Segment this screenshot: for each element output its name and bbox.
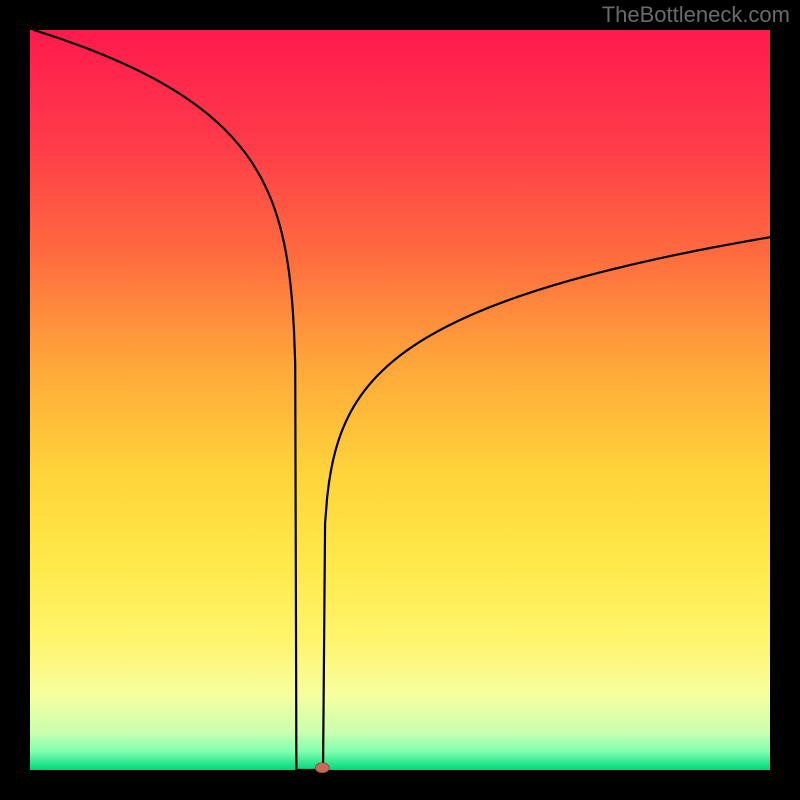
- optimal-marker: [315, 763, 329, 773]
- plot-area: [30, 30, 770, 770]
- bottleneck-chart: TheBottleneck.com: [0, 0, 800, 800]
- watermark: TheBottleneck.com: [602, 2, 790, 27]
